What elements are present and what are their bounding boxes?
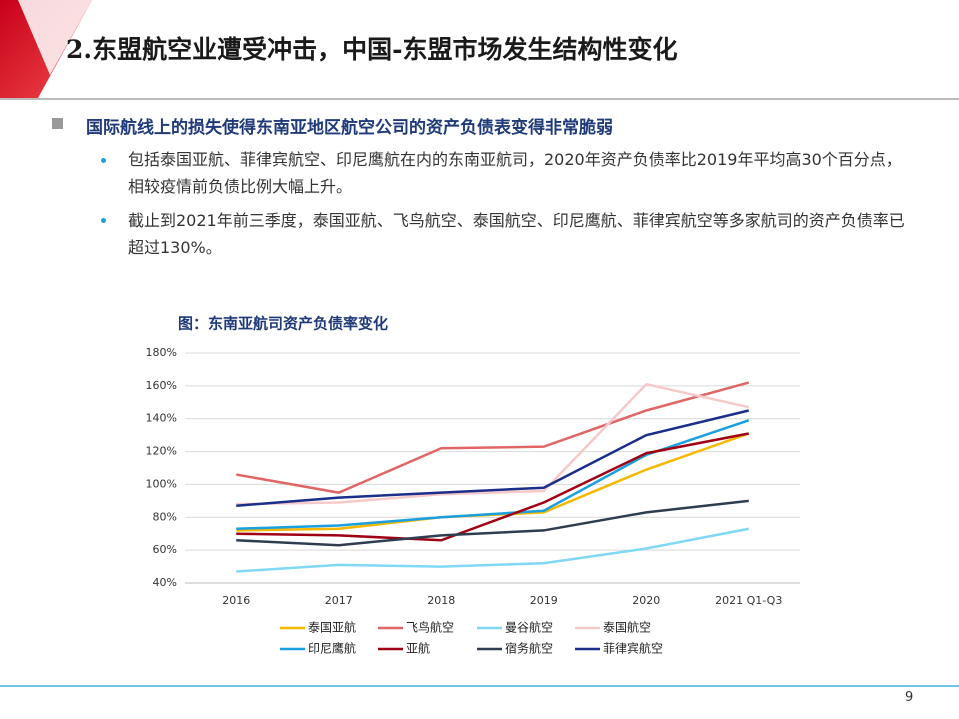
y-tick-label: 120% bbox=[146, 445, 177, 458]
series-line bbox=[236, 382, 750, 506]
legend-label: 曼谷航空 bbox=[505, 620, 553, 635]
y-tick-label: 180% bbox=[146, 346, 177, 359]
y-tick-label: 140% bbox=[146, 412, 177, 425]
x-tick-label: 2016 bbox=[222, 594, 250, 607]
legend-label: 宿务航空 bbox=[505, 641, 553, 656]
x-tick-label: 2021 Q1-Q3 bbox=[715, 594, 782, 607]
y-tick-label: 100% bbox=[146, 477, 177, 490]
series-line bbox=[236, 381, 750, 494]
bullet-text: 截止到2021年前三季度，泰国亚航、飞鸟航空、泰国航空、印尼鹰航、菲律宾航空等多… bbox=[128, 211, 905, 257]
x-tick-label: 2020 bbox=[632, 594, 660, 607]
bullet-dot bbox=[101, 158, 106, 163]
slide-title: 2.东盟航空业遭受冲击，中国-东盟市场发生结构性变化 bbox=[66, 35, 678, 64]
y-tick-label: 80% bbox=[153, 510, 177, 523]
x-tick-label: 2017 bbox=[325, 594, 353, 607]
series-line bbox=[236, 432, 749, 542]
series-line bbox=[236, 419, 750, 531]
y-tick-label: 60% bbox=[153, 543, 177, 556]
y-tick-label: 40% bbox=[153, 576, 177, 589]
legend-label: 印尼鹰航 bbox=[308, 641, 356, 656]
legend-label: 泰国航空 bbox=[603, 620, 651, 635]
legend-label: 菲律宾航空 bbox=[603, 641, 663, 656]
x-tick-label: 2019 bbox=[530, 594, 558, 607]
bullet-dot bbox=[101, 218, 106, 223]
x-tick-label: 2018 bbox=[427, 594, 455, 607]
bullet-text: 包括泰国亚航、菲律宾航空、印尼鹰航在内的东南亚航司，2020年资产负债率比201… bbox=[128, 150, 902, 196]
series-line bbox=[236, 527, 749, 573]
heading: 国际航线上的损失使得东南亚地区航空公司的资产负债表变得非常脆弱 bbox=[86, 118, 613, 138]
chart-title: 图：东南亚航司资产负债率变化 bbox=[178, 315, 388, 333]
legend-label: 飞鸟航空 bbox=[406, 620, 454, 635]
legend-label: 泰国亚航 bbox=[308, 620, 356, 635]
page-number: 9 bbox=[905, 690, 914, 705]
series-line bbox=[236, 499, 749, 547]
legend-label: 亚航 bbox=[406, 641, 430, 656]
y-tick-label: 160% bbox=[146, 379, 177, 392]
series-line bbox=[236, 409, 750, 508]
header-decoration bbox=[18, 0, 92, 75]
heading-marker bbox=[52, 118, 63, 129]
